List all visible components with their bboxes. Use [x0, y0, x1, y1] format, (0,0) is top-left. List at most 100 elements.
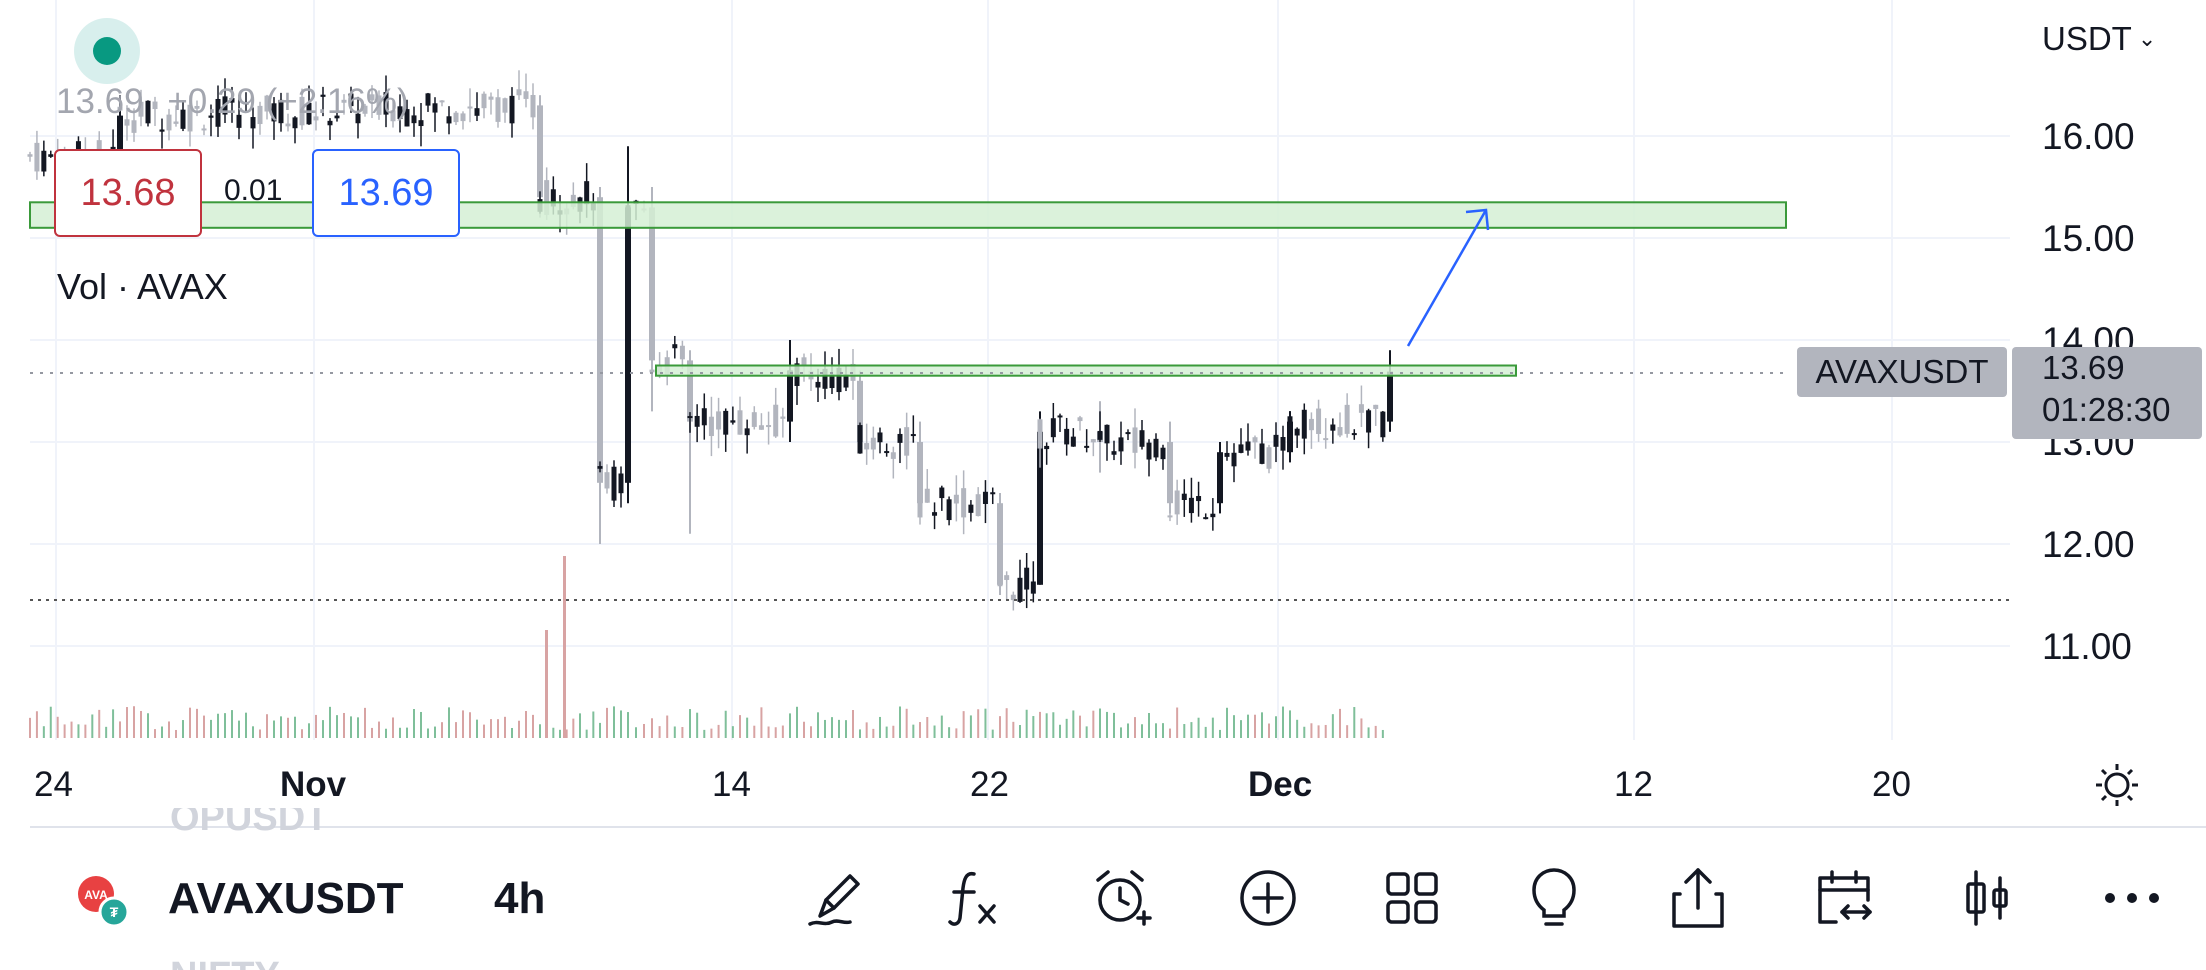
chevron-down-icon: ⌄	[2137, 26, 2157, 51]
volume-bar	[1247, 714, 1249, 738]
volume-bar	[1127, 723, 1129, 738]
candle-body	[758, 425, 764, 430]
candle-body	[1287, 416, 1293, 433]
volume-bar	[879, 716, 881, 738]
volume-bar	[1134, 717, 1136, 738]
volume-bar	[962, 711, 965, 738]
volume-bar	[658, 726, 661, 738]
candle-body	[1064, 428, 1070, 445]
candle-body	[1167, 515, 1173, 518]
last-price-legend: 13.69 +0.29 (+2.16%)	[56, 82, 409, 122]
alert-icon[interactable]	[1090, 864, 1154, 932]
volume-bar	[1120, 727, 1122, 738]
chart-settings-icon[interactable]	[2092, 760, 2142, 810]
candle-body	[1301, 409, 1307, 439]
volume-bar	[182, 720, 184, 738]
candle-body	[474, 108, 480, 116]
candle-body	[425, 93, 431, 106]
volume-bar	[105, 726, 108, 738]
currency-selector[interactable]: USDT ⌄	[2042, 20, 2156, 58]
candle-body	[292, 117, 298, 129]
candle-body	[1196, 496, 1202, 502]
chart-canvas[interactable]	[0, 0, 2206, 830]
candle-body	[334, 115, 340, 119]
time-label: 20	[1872, 765, 1911, 804]
volume-bar	[824, 719, 826, 738]
replay-icon[interactable]	[1812, 864, 1876, 932]
candle-body	[1351, 433, 1357, 436]
candle-body	[1252, 437, 1258, 443]
symbol-logo-icon: AVA ₮	[76, 874, 132, 930]
candle-body	[1188, 497, 1194, 514]
volume-bar	[1204, 726, 1207, 738]
volume-bar	[1025, 709, 1028, 738]
volume-bar	[1324, 724, 1327, 738]
symbol-button[interactable]: AVAXUSDT	[168, 874, 404, 923]
volume-bar	[585, 729, 588, 738]
volume-bar	[1190, 722, 1193, 738]
volume-bar	[448, 707, 450, 738]
share-icon[interactable]	[1666, 864, 1730, 932]
ideas-icon[interactable]	[1522, 864, 1586, 932]
candle-body	[152, 101, 158, 110]
more-icon[interactable]	[2100, 864, 2164, 932]
candle-body	[278, 99, 284, 124]
candle-body	[320, 94, 326, 97]
layout-icon[interactable]	[1380, 864, 1444, 932]
candle-body	[773, 404, 779, 437]
candle-body	[48, 154, 54, 157]
add-icon[interactable]	[1236, 864, 1300, 932]
volume-bar	[1176, 707, 1179, 738]
candle-body	[306, 102, 312, 125]
volume-bar	[681, 727, 684, 738]
candle-body	[1245, 441, 1251, 451]
candle-body	[1238, 444, 1244, 453]
watchlist-prev-symbol[interactable]: OPUSDT	[170, 808, 329, 836]
volume-bar	[511, 727, 513, 738]
volume-bar	[175, 729, 177, 738]
candle-body	[390, 110, 396, 122]
candle-body	[173, 121, 179, 124]
volume-bar	[217, 713, 219, 738]
candle-body	[975, 494, 981, 517]
volume-bar	[336, 715, 338, 738]
volume-bar	[865, 722, 868, 738]
volume-bar	[1141, 724, 1143, 738]
watchlist-next-symbol[interactable]: NIFTY	[170, 952, 280, 970]
candle-body	[679, 345, 685, 360]
volume-bar	[1197, 717, 1200, 738]
candle-body	[649, 207, 655, 361]
candle-body	[1330, 424, 1336, 431]
volume-bar	[1169, 728, 1171, 738]
candle-body	[787, 370, 793, 422]
candle-body	[411, 115, 417, 124]
interval-button[interactable]: 4h	[494, 874, 546, 923]
volume-bar	[991, 729, 994, 738]
volume-bar	[462, 710, 464, 738]
candle-body	[481, 93, 487, 109]
volume-bar	[1148, 713, 1150, 738]
chart-type-icon[interactable]	[1956, 864, 2020, 932]
candle-body	[1132, 427, 1138, 453]
buy-price-button[interactable]: 13.69	[312, 149, 460, 237]
breakout-zone	[655, 364, 1517, 377]
volume-bar	[969, 715, 972, 738]
volume-bar	[252, 726, 254, 738]
volume-bar	[1367, 727, 1370, 738]
candle-body	[117, 115, 123, 157]
price-label: 15.00	[2042, 218, 2135, 259]
candle-body	[1294, 428, 1300, 436]
volume-bar	[817, 712, 819, 738]
volume-bar	[579, 713, 581, 738]
candle-body	[857, 425, 863, 454]
volume-bar	[831, 717, 833, 738]
draw-icon[interactable]	[804, 864, 868, 932]
volume-bar	[168, 721, 170, 738]
target-arrow	[1406, 209, 1488, 347]
indicators-icon[interactable]	[944, 864, 1008, 932]
candle-body	[1344, 404, 1350, 434]
volume-bar	[899, 706, 901, 738]
sell-price-button[interactable]: 13.68	[54, 149, 202, 237]
candle-body	[1111, 451, 1117, 455]
svg-text:₮: ₮	[110, 904, 119, 920]
